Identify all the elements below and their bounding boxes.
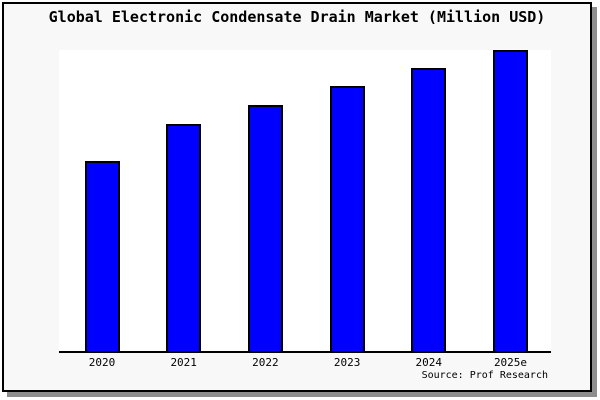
bar-2021: [166, 124, 202, 351]
chart-title: Global Electronic Condensate Drain Marke…: [48, 8, 546, 26]
x-axis-line: [59, 351, 551, 353]
x-tick-label-2024: 2024: [415, 356, 443, 369]
bar-2025e: [493, 50, 528, 351]
bar-2024: [411, 68, 447, 351]
chart-frame: Global Electronic Condensate Drain Marke…: [2, 2, 592, 392]
x-tick-label-2020: 2020: [88, 356, 116, 369]
bar-2020: [84, 161, 120, 351]
bar-2022: [247, 105, 283, 351]
bar-2023: [329, 86, 365, 351]
source-credit: Source: Prof Research: [421, 370, 548, 381]
x-tick-label-2025e: 2025e: [493, 356, 528, 369]
x-tick-label-2022: 2022: [252, 356, 279, 369]
x-tick-label-2023: 2023: [333, 356, 361, 369]
plot-area: [59, 50, 551, 353]
x-tick-label-2021: 2021: [170, 356, 197, 369]
